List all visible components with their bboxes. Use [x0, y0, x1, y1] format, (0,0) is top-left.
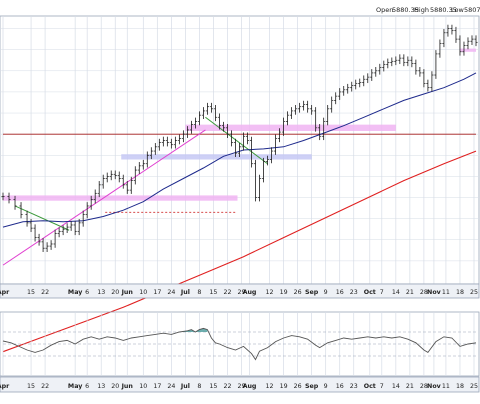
x-tick-label: 20: [111, 289, 119, 296]
sma-200-line: [2, 150, 477, 353]
low-label: Low: [451, 6, 464, 14]
x-tick-label: Apr: [0, 289, 10, 296]
price-bars: [1, 24, 478, 253]
indicator-line-group: [2, 327, 477, 361]
x-tick-label: 8: [197, 289, 201, 296]
x-tick-label-bottom: 9: [324, 383, 328, 390]
x-tick-label: Jul: [180, 289, 190, 296]
ohlc-header: Open 5880.35 High 5880.35 Low 5807.7: [376, 6, 480, 14]
price-grid: [0, 16, 479, 284]
x-tick-label: 28: [420, 289, 428, 296]
open-label: Open: [376, 6, 393, 14]
x-tick-label-bottom: 18: [456, 383, 464, 390]
x-tick-label: 13: [97, 289, 105, 296]
x-tick-label: Oct: [364, 289, 376, 296]
indicator-line: [2, 327, 477, 361]
x-tick-label-bottom: Sep: [305, 383, 319, 390]
x-tick-label-bottom: 14: [392, 383, 400, 390]
x-tick-label: 11: [442, 289, 450, 296]
x-tick-label: 18: [456, 289, 464, 296]
x-tick-label-bottom: 10: [139, 383, 147, 390]
support-zone-right: [459, 48, 476, 52]
x-tick-label-bottom: 16: [336, 383, 344, 390]
high-label: High: [414, 6, 429, 14]
price-levels: [2, 48, 476, 266]
high-value: 5880.35: [430, 6, 457, 14]
x-tick-label-bottom: Jul: [180, 383, 190, 390]
x-tick-label: 14: [392, 289, 400, 296]
x-tick-label-bottom: 15: [27, 383, 35, 390]
x-tick-label-bottom: 26: [294, 383, 302, 390]
x-tick-label: Aug: [243, 289, 257, 296]
x-tick-label: May: [68, 289, 82, 296]
x-tick-label-bottom: 19: [280, 383, 288, 390]
x-axis-band: [0, 283, 480, 299]
x-tick-label-bottom: 15: [209, 383, 217, 390]
x-tick-label: 23: [350, 289, 358, 296]
x-tick-label-bottom: 21: [406, 383, 414, 390]
x-tick-label-bottom: 23: [350, 383, 358, 390]
x-tick-label: Nov: [427, 289, 442, 296]
downtrend-line-left: [14, 205, 70, 231]
support-zone-mid: [121, 154, 312, 160]
x-tick-label: 22: [223, 289, 231, 296]
x-tick-label: 26: [294, 289, 302, 296]
x-tick-label: Sep: [305, 289, 319, 296]
x-tick-label: 7: [380, 289, 384, 296]
x-tick-label: 24: [167, 289, 175, 296]
x-tick-label: 15: [209, 289, 217, 296]
uptrend-line: [2, 129, 206, 266]
x-tick-label-bottom: 29: [237, 383, 245, 390]
x-tick-label: Jun: [121, 289, 133, 296]
x-tick-label-bottom: Oct: [364, 383, 376, 390]
x-tick-label-bottom: 24: [167, 383, 175, 390]
x-axis-band-bottom: [0, 376, 480, 393]
x-tick-label: 15: [27, 289, 35, 296]
indicator-panel-frame: [0, 311, 480, 377]
x-tick-label-bottom: 28: [420, 383, 428, 390]
x-tick-label: 9: [324, 289, 328, 296]
x-tick-label-bottom: Nov: [427, 383, 442, 390]
x-tick-label-bottom: 12: [266, 383, 274, 390]
x-tick-label-bottom: 6: [85, 383, 89, 390]
x-tick-label-bottom: 11: [442, 383, 450, 390]
x-tick-label-bottom: 25: [470, 383, 478, 390]
x-tick-label-bottom: 22: [223, 383, 231, 390]
x-tick-label-bottom: 20: [111, 383, 119, 390]
x-tick-label: 17: [153, 289, 161, 296]
resistance-zone-upper: [185, 124, 396, 131]
x-tick-label: 16: [336, 289, 344, 296]
x-tick-label: 12: [266, 289, 274, 296]
x-tick-label: 6: [85, 289, 89, 296]
x-tick-label: 29: [237, 289, 245, 296]
open-value: 5880.35: [392, 6, 419, 14]
x-tick-label: 21: [406, 289, 414, 296]
x-tick-label-bottom: 13: [97, 383, 105, 390]
x-tick-label: 19: [280, 289, 288, 296]
downtrend-line-right: [205, 116, 268, 165]
low-value: 5807.7: [464, 6, 480, 14]
x-tick-label-bottom: 17: [153, 383, 161, 390]
x-tick-label-bottom: 22: [41, 383, 49, 390]
x-tick-label-bottom: Aug: [243, 383, 257, 390]
support-zone-left: [3, 195, 238, 201]
x-tick-label: 25: [470, 289, 478, 296]
x-tick-label-bottom: May: [68, 383, 82, 390]
x-tick-label: 22: [41, 289, 49, 296]
x-tick-label: 10: [139, 289, 147, 296]
x-tick-label-bottom: 7: [380, 383, 384, 390]
x-tick-label-bottom: Jun: [121, 383, 133, 390]
x-tick-label-bottom: Apr: [0, 383, 10, 390]
x-tick-label-bottom: 8: [197, 383, 201, 390]
